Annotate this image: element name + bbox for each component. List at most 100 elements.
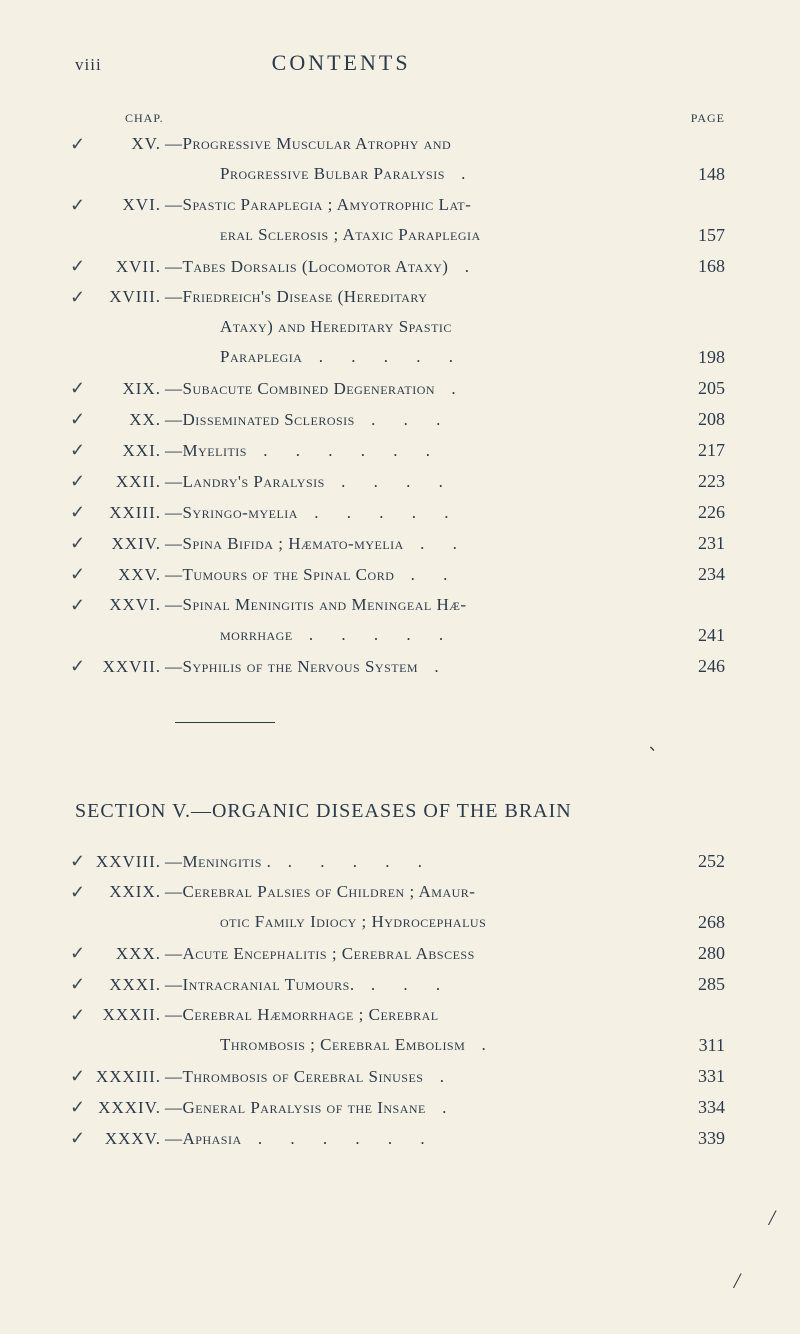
checkmark: ✓ [70,256,85,277]
entry-row: ✓XXVIII.—Meningitis . . . . . .252 [75,851,725,872]
handwritten-mark-bottom: / [734,1268,740,1294]
entry-page: 157 [675,225,725,246]
entry-page: 223 [675,471,725,492]
entry-continuation: eral Sclerosis ; Ataxic Paraplegia157 [75,225,725,246]
entry-row: ✓XV.—Progressive Muscular Atrophy and [75,134,725,154]
entry-desc: otic Family Idiocy ; Hydrocephalus [220,912,675,933]
entry-desc: —Spinal Meningitis and Meningeal Hæ- [165,595,675,615]
checkmark: ✓ [70,974,85,995]
entry-row: ✓XXXIV.—General Paralysis of the Insane … [75,1097,725,1118]
entry-desc: —Friedreich's Disease (Hereditary [165,287,675,307]
roman-numeral: XXXIII. [75,1067,165,1087]
entry-desc: —Aphasia . . . . . . [165,1129,675,1149]
section-entries: ✓XXVIII.—Meningitis . . . . . .252 ✓XXIX.… [75,851,725,1149]
checkmark: ✓ [70,287,85,308]
entry-row: ✓XXXII.—Cerebral Hæmorrhage ; Cerebral [75,1005,725,1025]
entry-page: 268 [675,912,725,933]
entry-page: 217 [675,440,725,461]
checkmark: ✓ [70,943,85,964]
page-header: viii CONTENTS [75,50,725,76]
entry-desc: —Cerebral Hæmorrhage ; Cerebral [165,1005,675,1025]
entry-page: 226 [675,502,725,523]
entry-desc: —Acute Encephalitis ; Cerebral Abscess [165,944,675,964]
entry-desc: —Syringo-myelia . . . . . [165,503,675,523]
entry-desc: Progressive Bulbar Paralysis . [220,164,675,185]
entry-desc: —Syphilis of the Nervous System . [165,657,675,677]
entry-row: ✓XIX.—Subacute Combined Degeneration .20… [75,378,725,399]
entry-desc: —Subacute Combined Degeneration . [165,379,675,399]
entry-row: ✓XVII.—Tabes Dorsalis (Locomotor Ataxy) … [75,256,725,277]
roman-numeral: XXIX. [75,882,165,902]
roman-numeral: XVII. [75,257,165,277]
entry-row: ✓XXIX.—Cerebral Palsies of Children ; Am… [75,882,725,902]
entry-row: ✓XXXIII.—Thrombosis of Cerebral Sinuses … [75,1066,725,1087]
entry-row: ✓XXX.—Acute Encephalitis ; Cerebral Absc… [75,943,725,964]
roman-numeral: XXX. [75,944,165,964]
entry-desc: —Tumours of the Spinal Cord . . [165,565,675,585]
checkmark: ✓ [70,533,85,554]
divider-mark: 、 [75,731,725,755]
checkmark: ✓ [70,471,85,492]
roman-numeral: XVIII. [75,287,165,307]
page-number: viii [75,55,102,75]
entry-desc: —Thrombosis of Cerebral Sinuses . [165,1067,675,1087]
chap-header: CHAP. [125,111,164,126]
entry-desc: Thrombosis ; Cerebral Embolism . [220,1035,675,1056]
checkmark: ✓ [70,409,85,430]
column-headers: CHAP. PAGE [75,111,725,126]
entry-page: 198 [675,347,725,368]
entry-row: ✓XXI.—Myelitis . . . . . .217 [75,440,725,461]
roman-numeral: XXXI. [75,975,165,995]
entry-desc: —Spina Bifida ; Hæmato-myelia . . [165,534,675,554]
checkmark: ✓ [70,1128,85,1149]
entry-page: 339 [675,1128,725,1149]
section-title: SECTION V.—ORGANIC DISEASES OF THE BRAIN [75,800,725,823]
checkmark: ✓ [70,1097,85,1118]
entry-continuation: Thrombosis ; Cerebral Embolism .311 [75,1035,725,1056]
entry-continuation: Paraplegia . . . . .198 [75,347,725,368]
entry-row: ✓XVIII.—Friedreich's Disease (Hereditary [75,287,725,307]
entry-desc: Ataxy) and Hereditary Spastic [220,317,675,337]
checkmark: ✓ [70,502,85,523]
entry-continuation: morrhage . . . . .241 [75,625,725,646]
entry-desc: —Landry's Paralysis . . . . [165,472,675,492]
roman-numeral: XXXIV. [75,1098,165,1118]
entry-page: 280 [675,943,725,964]
checkmark: ✓ [70,1066,85,1087]
entry-page: 234 [675,564,725,585]
checkmark: ✓ [70,134,85,155]
entry-page: 208 [675,409,725,430]
roman-numeral: XVI. [75,195,165,215]
checkmark: ✓ [70,195,85,216]
roman-numeral: XXVI. [75,595,165,615]
entry-page: 285 [675,974,725,995]
entry-continuation: otic Family Idiocy ; Hydrocephalus268 [75,912,725,933]
entry-page: 148 [675,164,725,185]
checkmark: ✓ [70,564,85,585]
entry-page: 231 [675,533,725,554]
entry-desc: —Intracranial Tumours. . . . [165,975,675,995]
entry-row: ✓XXV.—Tumours of the Spinal Cord . .234 [75,564,725,585]
entry-desc: —Cerebral Palsies of Children ; Amaur- [165,882,675,902]
entry-desc: —Progressive Muscular Atrophy and [165,134,675,154]
entry-page: 331 [675,1066,725,1087]
roman-numeral: XXVII. [75,657,165,677]
entry-row: ✓XXXI.—Intracranial Tumours. . . .285 [75,974,725,995]
checkmark: ✓ [70,595,85,616]
entry-row: ✓XXII.—Landry's Paralysis . . . .223 [75,471,725,492]
entry-page: 311 [675,1035,725,1056]
entry-row: ✓XXXV.—Aphasia . . . . . .339 [75,1128,725,1149]
entry-page: 334 [675,1097,725,1118]
roman-numeral: XXVIII. [75,852,165,872]
entry-row: ✓XXIII.—Syringo-myelia . . . . .226 [75,502,725,523]
entry-desc: —Disseminated Sclerosis . . . [165,410,675,430]
roman-numeral: XXIII. [75,503,165,523]
roman-numeral: XXI. [75,441,165,461]
page-title: CONTENTS [272,50,411,76]
entry-desc: morrhage . . . . . [220,625,675,646]
roman-numeral: XX. [75,410,165,430]
checkmark: ✓ [70,378,85,399]
page-header-label: PAGE [691,111,725,126]
checkmark: ✓ [70,656,85,677]
entry-desc: —Tabes Dorsalis (Locomotor Ataxy) . [165,257,675,277]
